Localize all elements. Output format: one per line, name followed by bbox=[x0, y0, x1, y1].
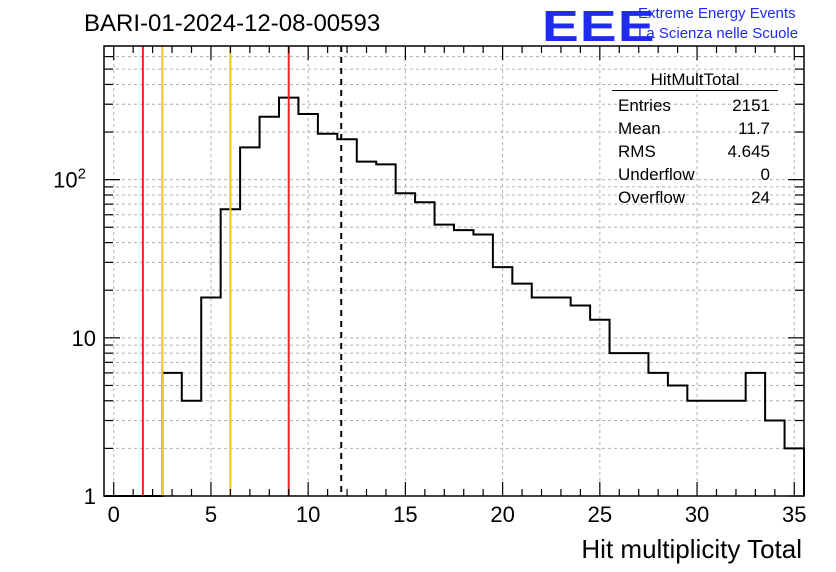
histogram-bin bbox=[357, 162, 376, 496]
histogram-bin bbox=[376, 164, 395, 496]
y-tick-label: 1 bbox=[84, 484, 96, 509]
histogram-bin bbox=[610, 353, 629, 496]
histogram-bin bbox=[435, 225, 454, 496]
histogram-bin bbox=[590, 320, 609, 496]
histogram-line bbox=[104, 96, 805, 497]
histogram-bin bbox=[415, 202, 434, 496]
stats-value: 2151 bbox=[732, 96, 770, 115]
histogram-bin bbox=[298, 114, 317, 496]
histogram-bin bbox=[551, 297, 570, 496]
histogram-bin bbox=[746, 373, 765, 496]
histogram-bin bbox=[201, 297, 220, 496]
stats-row-rms: RMS 4.645 bbox=[612, 140, 778, 163]
histogram-bin bbox=[493, 267, 512, 496]
eee-logo-text: Extreme Energy Events La Scienza nelle S… bbox=[638, 4, 798, 44]
plot-frame bbox=[103, 45, 805, 497]
stats-box: HitMultTotal Entries 2151 Mean 11.7 RMS … bbox=[612, 70, 778, 209]
stats-label: Entries bbox=[618, 96, 671, 115]
stats-row-overflow: Overflow 24 bbox=[612, 186, 778, 209]
x-tick-label: 5 bbox=[205, 502, 217, 527]
stats-row-mean: Mean 11.7 bbox=[612, 117, 778, 140]
stats-label: Overflow bbox=[618, 188, 686, 207]
stats-value: 24 bbox=[751, 188, 770, 207]
histogram-bin bbox=[512, 284, 531, 496]
y-tick-label: 102 bbox=[53, 166, 86, 193]
histogram-series bbox=[104, 96, 805, 497]
marker-lines bbox=[141, 46, 343, 496]
stats-label: Mean bbox=[618, 119, 661, 138]
histogram-bin bbox=[182, 401, 201, 496]
histogram-bin bbox=[473, 235, 492, 496]
histogram-bin bbox=[668, 385, 687, 496]
logo-line-1: Extreme Energy Events bbox=[638, 5, 796, 22]
x-tick-label: 25 bbox=[588, 502, 612, 527]
stats-value: 0 bbox=[760, 165, 770, 184]
histogram-bin bbox=[162, 373, 181, 496]
histogram-bin bbox=[707, 401, 726, 496]
histogram-bin bbox=[454, 230, 473, 496]
stats-row-entries: Entries 2151 bbox=[612, 94, 778, 117]
stats-value: 11.7 bbox=[738, 119, 770, 138]
histogram-bin bbox=[318, 134, 337, 496]
stats-row-underflow: Underflow 0 bbox=[612, 163, 778, 186]
x-tick-label: 30 bbox=[685, 502, 709, 527]
histogram-bin bbox=[765, 421, 784, 496]
histogram-bin bbox=[726, 401, 745, 496]
histogram-bin bbox=[396, 193, 415, 496]
stats-label: Underflow bbox=[618, 165, 695, 184]
run-title: BARI-01-2024-12-08-00593 bbox=[84, 10, 381, 37]
x-tick-label: 35 bbox=[782, 502, 806, 527]
y-tick-label: 10 bbox=[72, 326, 96, 351]
axes: 0 5 10 15 20 25 30 35 1 10 102 bbox=[53, 45, 807, 527]
grid-lines bbox=[104, 45, 804, 497]
histogram-bin bbox=[629, 353, 648, 496]
histogram-bin bbox=[532, 297, 551, 496]
logo-line-2: La Scienza nelle Scuole bbox=[638, 25, 799, 42]
histogram-bin bbox=[240, 147, 259, 496]
stats-title: HitMultTotal bbox=[612, 70, 778, 91]
histogram-bin bbox=[648, 373, 667, 496]
stats-value: 4.645 bbox=[727, 142, 770, 161]
eee-logo: EEE bbox=[542, 2, 656, 51]
histogram-bin bbox=[260, 117, 279, 496]
histogram-bin bbox=[687, 401, 706, 496]
x-tick-label: 0 bbox=[108, 502, 120, 527]
histogram-bin bbox=[571, 306, 590, 496]
stats-label: RMS bbox=[618, 142, 656, 161]
x-tick-label: 15 bbox=[393, 502, 417, 527]
x-tick-label: 10 bbox=[296, 502, 320, 527]
x-axis-label: Hit multiplicity Total bbox=[581, 534, 802, 564]
x-tick-label: 20 bbox=[490, 502, 514, 527]
